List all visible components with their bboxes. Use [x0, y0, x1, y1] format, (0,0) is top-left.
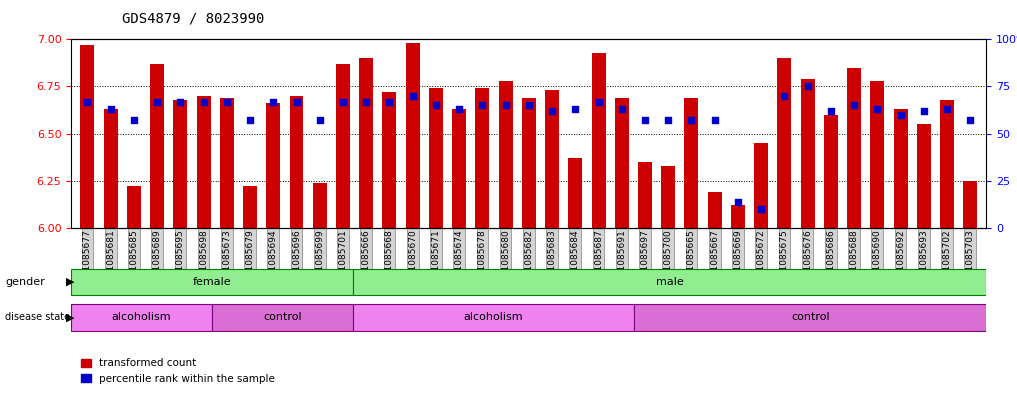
- Bar: [684, 98, 699, 228]
- Point: [265, 98, 282, 105]
- Bar: [104, 109, 118, 228]
- Point: [846, 102, 862, 108]
- Point: [544, 108, 560, 114]
- Bar: [220, 98, 234, 228]
- Text: disease state: disease state: [5, 312, 70, 322]
- Text: control: control: [791, 312, 830, 322]
- Bar: [359, 58, 373, 228]
- Point: [451, 106, 467, 112]
- Text: alcoholism: alcoholism: [112, 312, 172, 322]
- Bar: [429, 88, 442, 228]
- Text: GDS4879 / 8023990: GDS4879 / 8023990: [122, 12, 264, 26]
- Bar: [916, 124, 931, 228]
- FancyBboxPatch shape: [212, 304, 353, 331]
- Bar: [266, 103, 281, 228]
- Point: [474, 102, 490, 108]
- Point: [126, 117, 142, 123]
- Bar: [151, 64, 164, 228]
- FancyBboxPatch shape: [353, 269, 986, 295]
- Point: [823, 108, 839, 114]
- Point: [381, 98, 398, 105]
- Point: [242, 117, 258, 123]
- Bar: [569, 158, 583, 228]
- Point: [405, 93, 421, 99]
- Bar: [708, 192, 722, 228]
- Bar: [382, 92, 397, 228]
- Point: [613, 106, 630, 112]
- FancyBboxPatch shape: [71, 304, 212, 331]
- Bar: [847, 68, 861, 228]
- Point: [776, 93, 792, 99]
- Bar: [475, 88, 489, 228]
- Text: ▶: ▶: [66, 312, 74, 322]
- Point: [939, 106, 955, 112]
- Point: [103, 106, 119, 112]
- Bar: [313, 183, 326, 228]
- Text: gender: gender: [5, 277, 45, 287]
- Bar: [940, 100, 954, 228]
- Text: control: control: [263, 312, 302, 322]
- Point: [660, 117, 676, 123]
- Bar: [871, 81, 884, 228]
- Point: [962, 117, 978, 123]
- Bar: [731, 205, 744, 228]
- Point: [219, 98, 235, 105]
- Bar: [406, 43, 420, 228]
- Point: [567, 106, 584, 112]
- Point: [289, 98, 305, 105]
- Bar: [196, 96, 211, 228]
- Bar: [336, 64, 350, 228]
- Legend: transformed count, percentile rank within the sample: transformed count, percentile rank withi…: [76, 354, 280, 388]
- Point: [521, 102, 537, 108]
- Text: alcoholism: alcoholism: [464, 312, 524, 322]
- Bar: [290, 96, 303, 228]
- Text: ▶: ▶: [66, 277, 74, 287]
- Bar: [498, 81, 513, 228]
- Point: [79, 98, 96, 105]
- Bar: [963, 181, 977, 228]
- Bar: [638, 162, 652, 228]
- Point: [172, 98, 188, 105]
- Point: [707, 117, 723, 123]
- Point: [335, 98, 351, 105]
- Bar: [661, 166, 675, 228]
- Point: [311, 117, 327, 123]
- Bar: [522, 98, 536, 228]
- Point: [358, 98, 374, 105]
- Point: [915, 108, 932, 114]
- Point: [497, 102, 514, 108]
- Point: [753, 206, 769, 212]
- Bar: [592, 53, 605, 228]
- Bar: [545, 90, 559, 228]
- Text: male: male: [656, 277, 683, 287]
- Text: female: female: [192, 277, 231, 287]
- Bar: [243, 186, 257, 228]
- Bar: [174, 100, 187, 228]
- Bar: [127, 186, 141, 228]
- Bar: [80, 45, 95, 228]
- Point: [683, 117, 700, 123]
- Bar: [800, 79, 815, 228]
- Bar: [777, 58, 791, 228]
- Bar: [894, 109, 907, 228]
- FancyBboxPatch shape: [635, 304, 986, 331]
- Point: [591, 98, 607, 105]
- Point: [149, 98, 166, 105]
- Point: [799, 83, 816, 90]
- FancyBboxPatch shape: [353, 304, 635, 331]
- FancyBboxPatch shape: [71, 269, 353, 295]
- Point: [870, 106, 886, 112]
- Point: [428, 102, 444, 108]
- Bar: [824, 115, 838, 228]
- Bar: [453, 109, 466, 228]
- Bar: [755, 143, 768, 228]
- Point: [892, 112, 908, 118]
- Bar: [615, 98, 629, 228]
- Point: [195, 98, 212, 105]
- Point: [730, 198, 746, 205]
- Point: [637, 117, 653, 123]
